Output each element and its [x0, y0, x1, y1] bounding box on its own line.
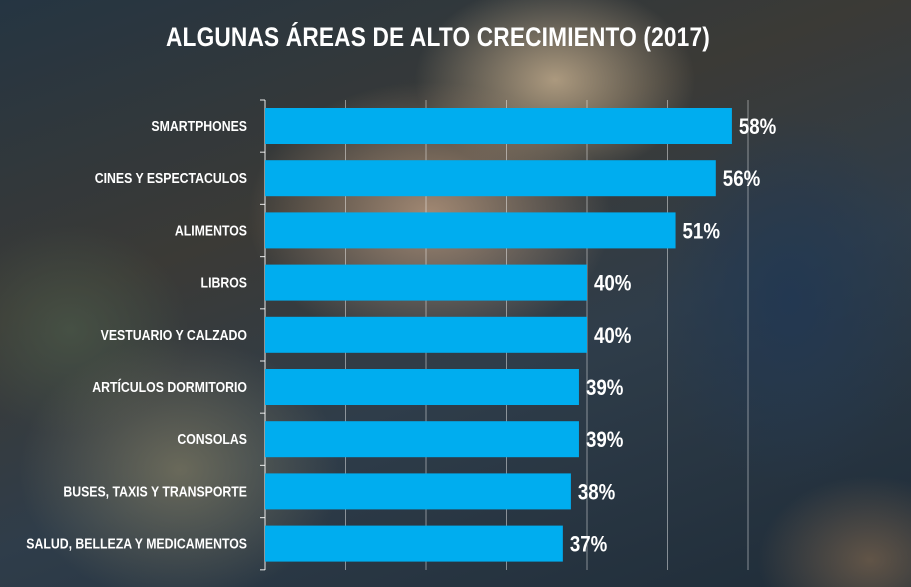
value-label: 37% [570, 533, 607, 557]
category-label: LIBROS [201, 274, 247, 290]
category-labels: SMARTPHONES CINES Y ESPECTACULOS ALIMENTOS… [26, 118, 247, 552]
category-label: SALUD, BELLEZA Y MEDICAMENTOS [26, 535, 247, 551]
value-label: 39% [586, 429, 623, 453]
bar [265, 473, 571, 510]
value-label: 58% [739, 116, 776, 140]
value-label: 39% [586, 377, 623, 401]
bar [265, 212, 676, 249]
value-label: 51% [683, 220, 720, 244]
bar [265, 108, 732, 144]
value-label: 38% [578, 481, 615, 505]
bar [265, 421, 579, 458]
value-label: 56% [723, 168, 760, 192]
category-label: ARTÍCULOS DORMITORIO [92, 378, 247, 395]
category-label: ALIMENTOS [175, 222, 247, 238]
category-label: CONSOLAS [177, 431, 247, 447]
value-label: 40% [594, 324, 631, 348]
bar [265, 264, 587, 301]
value-label: 40% [594, 272, 631, 296]
bars [265, 108, 732, 562]
category-label: BUSES, TAXIS Y TRANSPORTE [63, 483, 247, 499]
chart-title: ALGUNAS ÁREAS DE ALTO CRECIMIENTO (2017) [166, 22, 710, 52]
bar [265, 525, 563, 562]
y-axis [260, 99, 266, 571]
category-label: VESTUARIO Y CALZADO [101, 327, 248, 343]
bar [265, 369, 579, 405]
bar [265, 316, 587, 353]
category-label: SMARTPHONES [151, 118, 247, 134]
category-label: CINES Y ESPECTACULOS [95, 170, 247, 186]
bar [265, 160, 716, 197]
value-labels: 58% 56% 51% 40% 40% 39% 39% 38% 37% [570, 116, 776, 557]
